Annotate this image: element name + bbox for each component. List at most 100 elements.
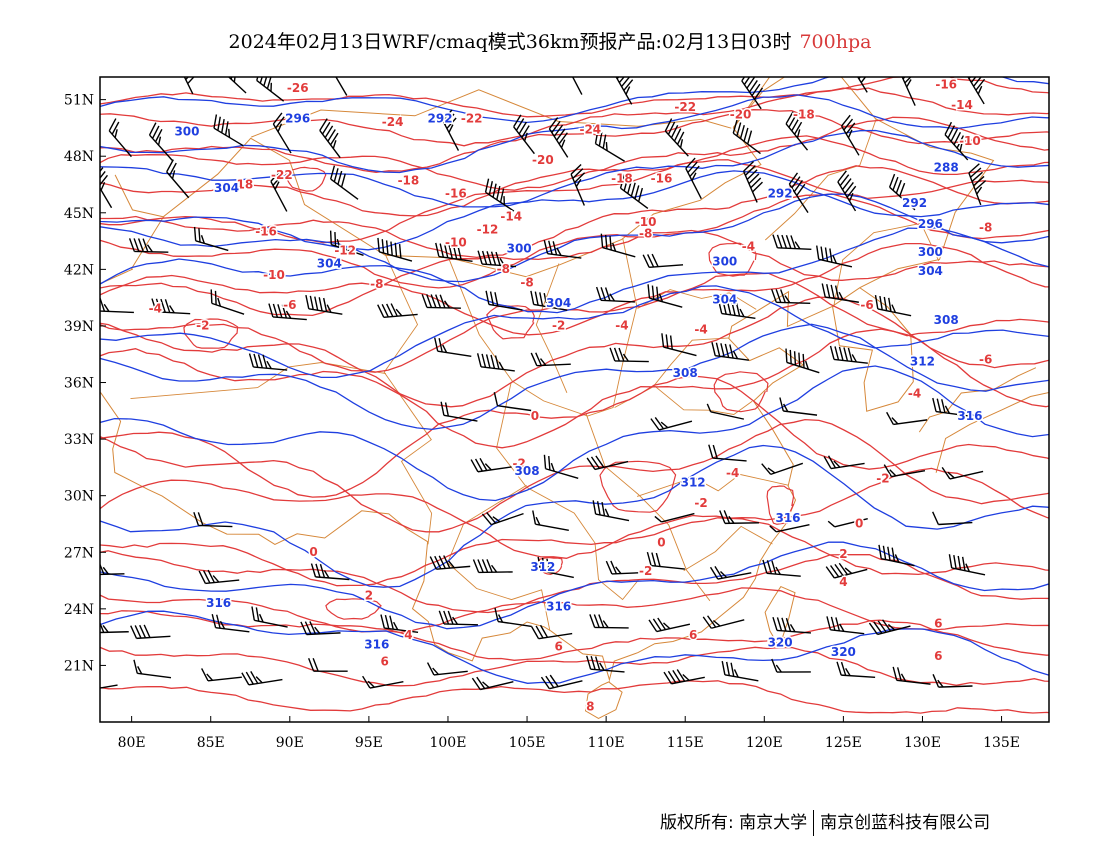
wind-barb <box>944 121 969 161</box>
wind-barb <box>305 295 343 315</box>
height-isoline <box>100 444 1049 588</box>
height-label: 304 <box>317 256 342 270</box>
wind-barb <box>592 500 630 522</box>
wind-barb <box>130 624 171 640</box>
wind-barb <box>708 444 747 462</box>
wind-barb <box>664 118 689 157</box>
wind-barb <box>362 675 404 689</box>
temperature-label: -20 <box>532 153 554 167</box>
wind-barb <box>711 342 750 361</box>
wind-barb <box>823 455 865 470</box>
temperature-closed-contour <box>486 305 535 340</box>
map-frame <box>99 76 1050 723</box>
wind-barb <box>471 676 514 691</box>
temperature-label: -8 <box>639 226 652 240</box>
height-isoline <box>100 170 1049 251</box>
lon-tick-label: 130E <box>904 735 941 751</box>
temperature-isotherm <box>100 296 1049 408</box>
longitude-axis: 80E 85E 90E 95E 100E 105E 110E 115E 120E 125E 130E… <box>118 716 1020 751</box>
province-border <box>653 337 730 387</box>
temperature-label: 0 <box>855 517 863 531</box>
temperature-label: -14 <box>500 209 522 223</box>
wind-barb <box>600 233 636 258</box>
temperature-label: -2 <box>196 319 209 333</box>
wind-barb <box>650 417 693 431</box>
wind-barb <box>742 160 763 203</box>
wind-barb <box>251 606 288 628</box>
wind-barb <box>330 165 359 200</box>
wind-barb <box>148 122 173 161</box>
height-label: 288 <box>934 160 959 174</box>
wind-barb <box>472 559 513 574</box>
wind-barb <box>589 614 629 629</box>
height-label: 316 <box>546 600 571 614</box>
wind-barb <box>532 510 569 531</box>
wind-barb <box>825 562 868 579</box>
wind-barb <box>531 624 573 640</box>
height-labels: 300 296 292 304 292 300 304 300 304 304 308 312 308 3… <box>173 110 984 661</box>
wind-barb <box>329 230 364 256</box>
wind-barb <box>605 560 646 575</box>
wind-barb <box>193 512 233 528</box>
wind-barb <box>211 614 250 633</box>
temperature-label: -22 <box>674 100 696 114</box>
temperature-label: 6 <box>934 649 942 663</box>
height-label: 312 <box>530 560 555 574</box>
wind-barb <box>586 655 625 673</box>
height-isoline <box>100 94 1049 174</box>
temperature-isotherm <box>100 517 1049 587</box>
footer-credits: 版权所有: 南京大学 南京创蓝科技有限公司 <box>660 808 990 836</box>
temperature-label: 6 <box>689 628 697 642</box>
height-label: 296 <box>285 111 310 125</box>
temperature-label: -8 <box>979 221 992 235</box>
wind-barb <box>319 118 341 159</box>
wind-barb <box>772 616 811 634</box>
temperature-label: -10 <box>635 215 657 229</box>
coastline <box>832 287 914 412</box>
wind-barb <box>434 337 472 358</box>
province-border <box>683 525 773 572</box>
temperature-label: -26 <box>287 81 309 95</box>
wind-barb <box>485 290 523 311</box>
wind-barb <box>421 294 461 309</box>
coastline <box>918 367 1037 433</box>
temperature-label: -24 <box>579 123 601 137</box>
temperature-label: -16 <box>651 172 673 186</box>
wind-barb <box>484 178 515 212</box>
wind-barb <box>537 556 574 579</box>
temperature-label: -16 <box>255 224 277 238</box>
wind-barb <box>785 348 820 374</box>
temperature-isotherm <box>100 610 1049 661</box>
temperature-label: -16 <box>935 77 957 91</box>
height-label: 320 <box>831 645 856 659</box>
temperature-label: -4 <box>694 322 707 336</box>
wind-barb <box>377 237 413 262</box>
neighbor-border <box>251 89 732 138</box>
wind-barb <box>470 457 512 473</box>
wind-barb <box>941 466 984 480</box>
height-label: 304 <box>712 292 737 306</box>
temperature-label: -2 <box>512 456 525 470</box>
wind-barb <box>100 562 125 576</box>
wind-barb <box>477 250 517 268</box>
temperature-isotherm <box>100 87 1049 147</box>
temperature-label: -8 <box>520 275 533 289</box>
temperature-label: -14 <box>951 98 973 112</box>
lon-tick-label: 115E <box>667 735 704 751</box>
wind-barb <box>442 109 460 151</box>
wind-barb <box>543 240 582 259</box>
lat-tick-label: 24N <box>64 602 94 618</box>
temperature-label: -22 <box>461 111 483 125</box>
wind-barb <box>788 172 809 213</box>
wind-barb <box>609 347 649 363</box>
height-label: 292 <box>902 196 927 210</box>
height-label: 308 <box>934 313 959 327</box>
wind-barb <box>595 286 635 303</box>
lat-tick-label: 42N <box>64 262 94 278</box>
lon-tick-label: 85E <box>197 735 225 751</box>
province-border <box>833 222 940 308</box>
temperature-label: -18 <box>611 172 633 186</box>
height-label: 300 <box>174 124 199 138</box>
height-isoline <box>100 365 1049 502</box>
wind-barb <box>300 621 341 636</box>
